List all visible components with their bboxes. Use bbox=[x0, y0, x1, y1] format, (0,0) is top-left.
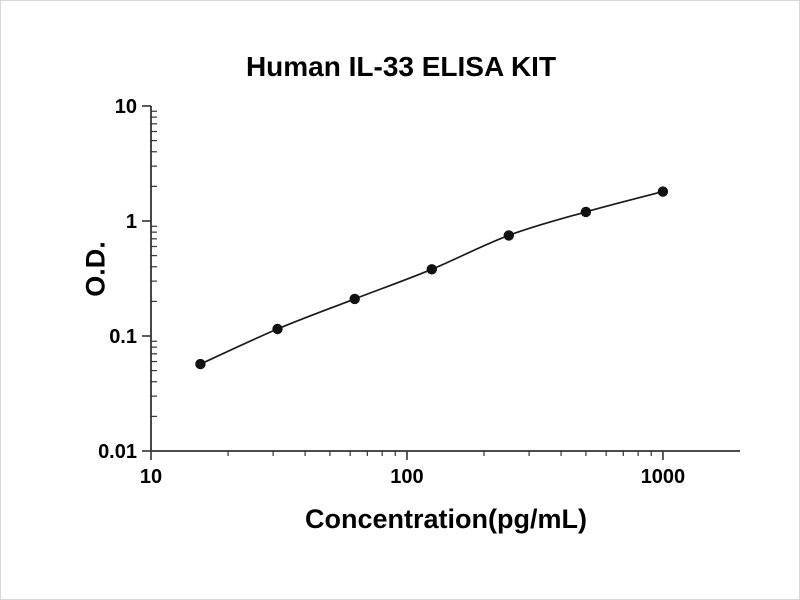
y-tick-label: 1 bbox=[126, 211, 137, 233]
x-tick-label: 10 bbox=[140, 466, 162, 488]
data-point-marker bbox=[657, 186, 669, 197]
standard-curve-line bbox=[200, 190, 664, 365]
chart-title: Human IL-33 ELISA KIT bbox=[245, 51, 557, 82]
data-point-marker bbox=[580, 206, 592, 218]
data-point-marker bbox=[426, 264, 437, 275]
x-tick-label: 1000 bbox=[641, 466, 686, 488]
y-tick-label: 0.1 bbox=[109, 326, 137, 348]
x-axis-label: Concentration(pg/mL) bbox=[305, 504, 587, 534]
data-point-marker bbox=[349, 293, 360, 305]
y-tick-label: 10 bbox=[115, 96, 137, 118]
y-tick-label: 0.01 bbox=[98, 441, 137, 463]
data-point-marker bbox=[272, 323, 283, 335]
data-point-marker bbox=[503, 230, 514, 241]
x-tick-label: 100 bbox=[390, 466, 423, 488]
data-point-marker bbox=[195, 358, 206, 370]
